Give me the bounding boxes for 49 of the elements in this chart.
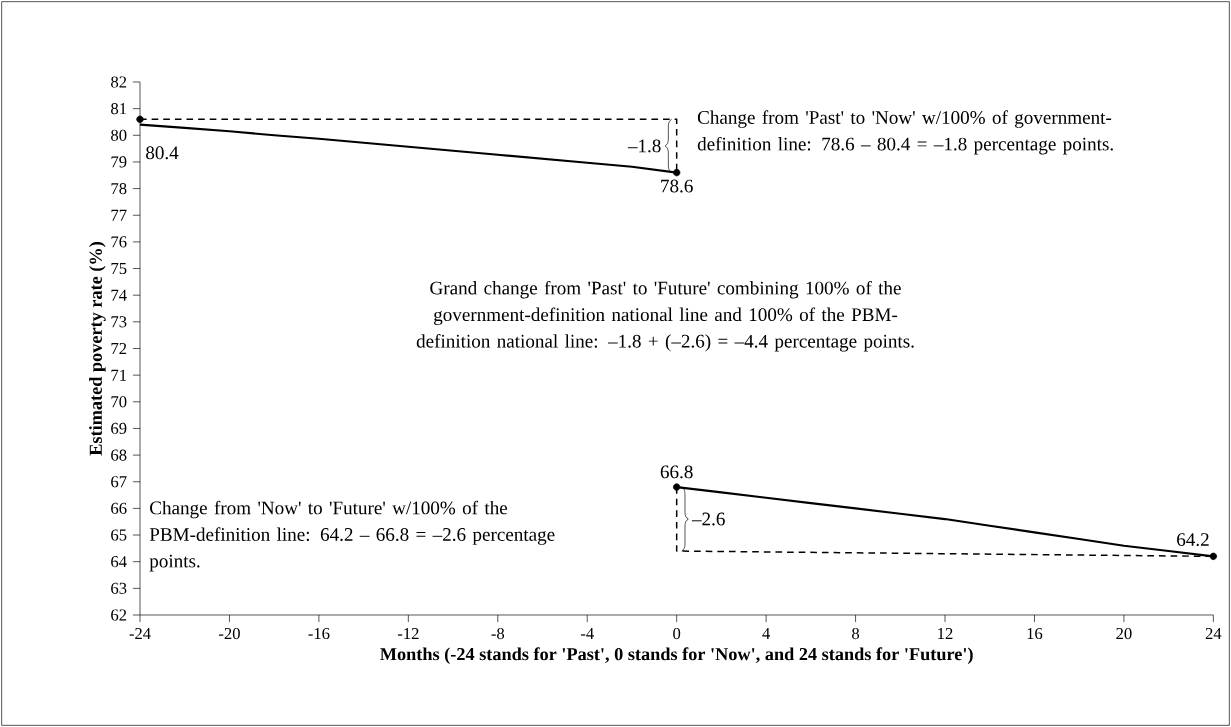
x-axis-title: Months (-24 stands for 'Past', 0 stands for 'Now', and 24 stands for 'Future') <box>380 647 973 664</box>
x-tick-label: 4 <box>762 627 771 639</box>
x-tick-label: 8 <box>852 627 860 640</box>
y-tick-label: 80 <box>111 129 127 141</box>
annotation: 78.6 <box>661 179 693 193</box>
y-tick-label: 69 <box>111 422 127 435</box>
y-tick-label: 78 <box>111 182 127 195</box>
y-axis-title: Estimated poverty rate (%) <box>89 242 106 456</box>
x-tick-label: 16 <box>1027 627 1043 640</box>
y-tick-label: 63 <box>111 582 127 594</box>
y-tick-label: 75 <box>111 263 127 275</box>
y-tick-label: 77 <box>111 209 127 221</box>
y-tick-label: 71 <box>111 369 127 381</box>
y-tick-label: 79 <box>111 156 127 168</box>
y-tick-label: 62 <box>111 609 127 621</box>
y-tick-label: 65 <box>111 529 127 541</box>
y-tick-label: 68 <box>111 449 127 461</box>
y-tick-label: 67 <box>111 476 127 488</box>
annotation: Change from 'Past' to 'Now' w/100% of government-definition line: 78.6 – 80.4 = –1.8 percentage points. <box>697 110 1113 155</box>
y-tick-label: 70 <box>111 396 127 408</box>
x-tick-label: -12 <box>397 627 419 639</box>
annotation: Grand change from 'Past' to 'Future' combining 100% of the government-definition national line and 100% of the PBM-definition national line: –1.8 + (–2.6) = –4.4 percentage points. <box>416 280 914 352</box>
y-tick-label: 76 <box>111 236 127 248</box>
annotation: 66.8 <box>660 465 693 479</box>
y-tick-label: 72 <box>111 343 127 354</box>
x-tick-label: 20 <box>1116 627 1132 640</box>
annotation: Change from 'Now' to 'Future' w/100% of the PBM-definition line: 64.2 – 66.8 = –2.6 percentage points. <box>149 500 555 572</box>
x-tick-label: -8 <box>491 627 505 640</box>
x-tick-label: 24 <box>1205 627 1222 639</box>
y-tick-label: 81 <box>111 103 127 115</box>
annotation: –2.6 <box>691 512 725 526</box>
x-tick-label: -4 <box>580 627 594 639</box>
x-tick-label: 0 <box>673 627 681 640</box>
x-tick-label: -16 <box>308 627 330 640</box>
point <box>1209 552 1217 561</box>
y-tick-label: 66 <box>111 502 127 514</box>
x-tick-label: -24 <box>129 627 151 639</box>
y-tick-label: 64 <box>111 556 127 568</box>
point <box>673 483 681 491</box>
y-tick-label: 73 <box>111 316 127 328</box>
annotation: 64.2 <box>1177 533 1209 547</box>
annotation: 80.4 <box>146 146 179 160</box>
y-tick-label: 82 <box>111 76 127 88</box>
point <box>673 168 681 177</box>
y-tick-label: 74 <box>111 289 127 301</box>
x-tick-label: -20 <box>219 627 240 640</box>
x-tick-label: 12 <box>938 627 953 639</box>
annotation: –1.8 <box>627 139 661 153</box>
point <box>136 115 144 123</box>
